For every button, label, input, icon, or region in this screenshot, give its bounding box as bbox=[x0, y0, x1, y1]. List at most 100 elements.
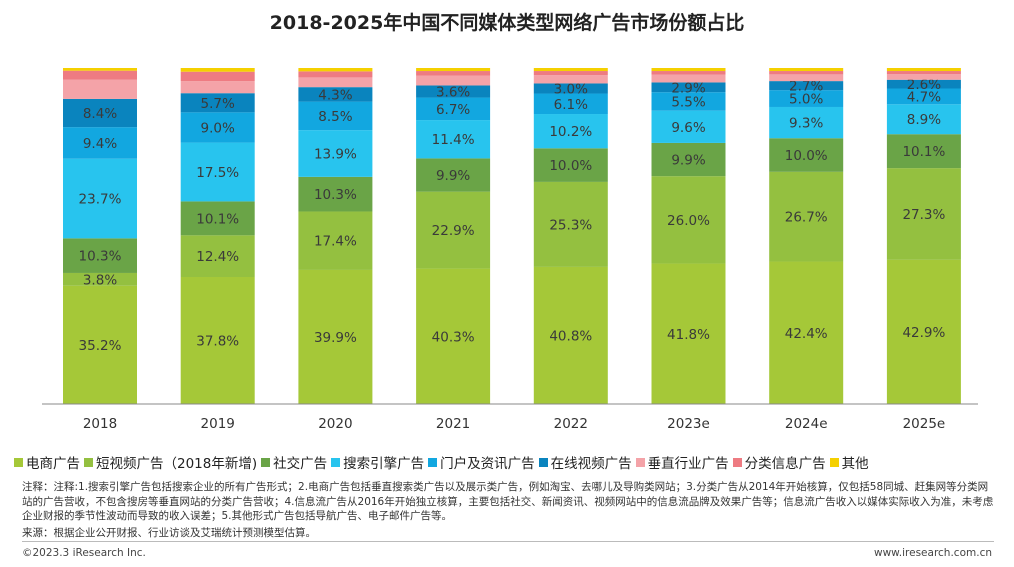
data-label-2023e-s2: 9.9% bbox=[671, 153, 705, 169]
bar-segment-2021-s1 bbox=[416, 191, 491, 269]
bar-segment-2022-s1 bbox=[533, 181, 608, 267]
data-label-2020-s5: 4.3% bbox=[318, 87, 352, 103]
bar-segment-2021-s5 bbox=[416, 85, 491, 98]
bar-segment-2022-s0 bbox=[533, 266, 608, 404]
bar-segment-2023e-s2 bbox=[651, 142, 726, 177]
legend-item: 社交广告 bbox=[261, 452, 327, 472]
data-label-2024e-s4: 5.0% bbox=[789, 92, 823, 108]
legend-label: 短视频广告（2018年新增) bbox=[96, 456, 258, 472]
legend-label: 在线视频广告 bbox=[550, 456, 632, 472]
bar-segment-2018-s4 bbox=[63, 127, 137, 159]
legend-swatch bbox=[829, 458, 839, 467]
bar-segment-2023e-s7 bbox=[651, 71, 726, 75]
bar-segment-2020-s1 bbox=[298, 211, 373, 270]
legend-swatch bbox=[732, 458, 742, 467]
legend-item: 分类信息广告 bbox=[732, 452, 826, 472]
footer-divider bbox=[22, 541, 994, 542]
data-label-2020-s2: 10.3% bbox=[314, 187, 357, 203]
bar-segment-2024e-s6 bbox=[769, 74, 844, 82]
bar-segment-2018-s1 bbox=[63, 272, 137, 286]
bar-segment-2020-s8 bbox=[298, 68, 373, 72]
bar-segment-2020-s7 bbox=[298, 71, 373, 78]
data-label-2023e-s0: 41.8% bbox=[667, 327, 710, 343]
data-label-2019-s1: 12.4% bbox=[196, 249, 239, 265]
data-label-2023e-s1: 26.0% bbox=[667, 213, 710, 229]
x-tick-label-2025e: 2025e bbox=[903, 416, 946, 432]
bar-segment-2023e-s6 bbox=[651, 74, 726, 83]
bar-segment-2025e-s8 bbox=[886, 68, 961, 72]
bar-segment-2018-s2 bbox=[63, 238, 137, 273]
bar-segment-2020-s3 bbox=[298, 130, 373, 177]
bars-layer: 35.2% 3.8% 10.3% 23.7% 9.4% 8.4% 37.8% 12.4% 10.… bbox=[63, 68, 961, 404]
stacked-bar-chart: 35.2% 3.8% 10.3% 23.7% 9.4% 8.4% 37.8% 12.4% 10.… bbox=[42, 68, 978, 432]
x-tick-label-2023e: 2023e bbox=[667, 416, 710, 432]
bar-segment-2019-s7 bbox=[180, 71, 255, 82]
legend-swatch bbox=[84, 458, 93, 467]
bar-segment-2024e-s7 bbox=[769, 71, 844, 75]
data-label-2018-s2: 10.3% bbox=[79, 249, 122, 265]
data-label-2021-s5: 3.6% bbox=[436, 85, 470, 101]
data-label-2025e-s4: 4.7% bbox=[907, 89, 941, 105]
data-label-2024e-s3: 9.3% bbox=[789, 116, 823, 132]
x-tick-labels: 2018 2019 2020 2021 2022 2023e 2024e 2025e bbox=[83, 416, 945, 432]
legend-label: 门户及资讯广告 bbox=[440, 456, 535, 472]
legend-item: 短视频广告（2018年新增) bbox=[84, 452, 257, 472]
bar-segment-2024e-s1 bbox=[769, 171, 844, 262]
data-label-2021-s2: 9.9% bbox=[436, 168, 470, 184]
bar-segment-2025e-s0 bbox=[886, 259, 961, 404]
bar-segment-2021-s0 bbox=[416, 268, 491, 404]
data-label-2025e-s0: 42.9% bbox=[902, 325, 945, 341]
legend-item: 垂直行业广告 bbox=[635, 452, 729, 472]
legend-item: 搜索引擎广告 bbox=[331, 452, 424, 472]
bar-segment-2019-s2 bbox=[180, 201, 255, 236]
x-tick-label-2024e: 2024e bbox=[785, 416, 828, 432]
legend: 电商广告 短视频广告（2018年新增) 社交广告 搜索引擎广告 门户及资讯广告 在线视频广… bbox=[14, 452, 1004, 472]
data-label-2024e-s5: 2.7% bbox=[789, 79, 823, 95]
data-label-2025e-s3: 8.9% bbox=[907, 112, 941, 128]
data-label-2024e-s1: 26.7% bbox=[785, 210, 828, 226]
legend-swatch bbox=[635, 458, 645, 467]
data-label-2020-s1: 17.4% bbox=[314, 234, 357, 250]
bar-segment-2023e-s5 bbox=[651, 82, 726, 93]
bar-segment-2024e-s8 bbox=[769, 68, 844, 72]
copyright: ©2023.3 iResearch Inc. bbox=[22, 547, 146, 559]
bar-segment-2022-s6 bbox=[533, 75, 608, 84]
bar-segment-2022-s5 bbox=[533, 83, 608, 94]
data-label-2020-s4: 8.5% bbox=[318, 109, 352, 125]
data-label-2018-s4: 9.4% bbox=[83, 136, 117, 152]
legend-item: 电商广告 bbox=[14, 452, 80, 472]
bar-segment-2024e-s5 bbox=[769, 81, 844, 91]
data-label-2019-s0: 37.8% bbox=[196, 333, 239, 349]
bar-segment-2018-s5 bbox=[63, 98, 137, 128]
data-label-2021-s0: 40.3% bbox=[432, 329, 475, 345]
bar-segment-2020-s2 bbox=[298, 176, 373, 212]
bar-segment-2023e-s0 bbox=[651, 263, 726, 404]
footnote: 注释：注释:1.搜索引擎广告包括搜索企业的所有广告形式；2.电商广告包括垂直搜索… bbox=[22, 481, 994, 522]
data-label-2021-s1: 22.9% bbox=[432, 223, 475, 239]
bar-segment-2019-s5 bbox=[180, 93, 255, 113]
bar-segment-2025e-s7 bbox=[886, 71, 961, 75]
data-label-2022-s0: 40.8% bbox=[549, 328, 592, 344]
x-tick-label-2022: 2022 bbox=[554, 416, 588, 432]
bar-segment-2025e-s5 bbox=[886, 79, 961, 89]
bar-segment-2018-s3 bbox=[63, 158, 137, 239]
legend-label: 分类信息广告 bbox=[744, 456, 826, 472]
bar-segment-2019-s6 bbox=[180, 81, 255, 94]
data-label-2023e-s5: 2.9% bbox=[671, 80, 705, 96]
legend-swatch bbox=[428, 458, 438, 467]
data-label-2021-s4: 6.7% bbox=[436, 102, 470, 118]
bar-segment-2021-s2 bbox=[416, 158, 491, 192]
data-label-2023e-s4: 5.5% bbox=[671, 94, 705, 110]
legend-label: 电商广告 bbox=[26, 456, 80, 472]
legend-swatch bbox=[331, 458, 341, 467]
bar-segment-2018-s6 bbox=[63, 79, 137, 99]
bar-segment-2022-s4 bbox=[533, 93, 608, 115]
source-note: 来源：根据企业公开财报、行业访谈及艾瑞统计预测模型估算。 bbox=[22, 527, 316, 539]
bar-segment-2025e-s3 bbox=[886, 104, 961, 135]
bar-segment-2021-s3 bbox=[416, 120, 491, 159]
data-label-2025e-s1: 27.3% bbox=[902, 207, 945, 223]
data-label-2019-s3: 17.5% bbox=[196, 165, 239, 181]
bar-segment-2021-s6 bbox=[416, 75, 491, 86]
data-label-2022-s4: 6.1% bbox=[554, 97, 588, 113]
legend-swatch bbox=[14, 458, 23, 467]
